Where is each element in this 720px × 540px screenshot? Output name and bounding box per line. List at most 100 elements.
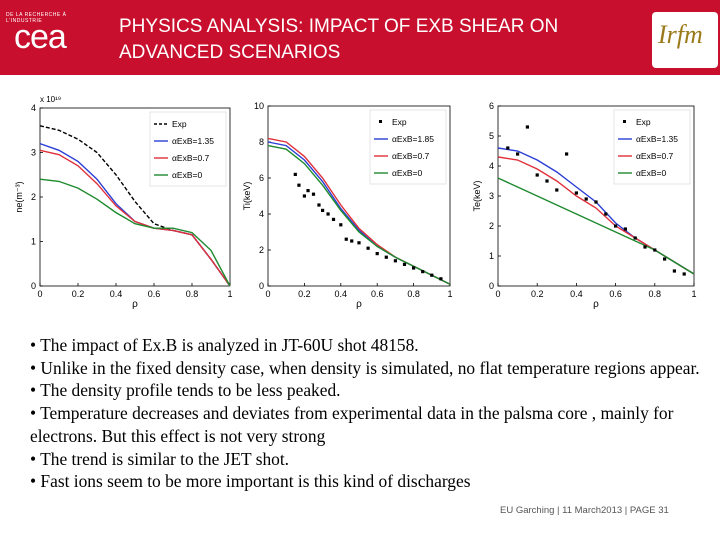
x-axis-label: ρ — [132, 299, 138, 310]
y-tick-label: 2 — [31, 192, 36, 202]
exp-point — [321, 208, 325, 212]
x-tick-label: 0.8 — [186, 289, 199, 299]
series-line — [267, 144, 451, 285]
exp-point — [375, 252, 379, 256]
x-tick-label: 0.4 — [570, 289, 583, 299]
exp-point — [293, 172, 297, 176]
chart-1: 0 0.2 0.4 0.6 0.8 1 0 1 2 3 4 ρ ne(m⁻³) x 10¹⁹ Exp αExB… — [14, 95, 233, 310]
legend-label: Exp — [392, 117, 407, 127]
exp-point — [421, 270, 425, 274]
x-tick-label: 0.4 — [110, 289, 123, 299]
x-tick-label: 0.6 — [371, 289, 384, 299]
exp-point — [643, 245, 647, 249]
legend-label: αExB=1.35 — [172, 136, 214, 146]
exp-point — [525, 125, 529, 129]
exp-point — [297, 183, 301, 187]
y-tick-label: 1 — [489, 251, 494, 261]
exp-point — [430, 273, 434, 277]
bullet-list: • The impact of Ex.B is analyzed in JT-6… — [30, 334, 700, 493]
y-tick-label: 0 — [259, 281, 264, 291]
x-axis-label: ρ — [593, 299, 599, 310]
exp-point — [412, 266, 416, 270]
exp-point — [672, 269, 676, 273]
exp-point — [350, 239, 354, 243]
exp-point — [594, 200, 598, 204]
y-tick-label: 4 — [489, 161, 494, 171]
exp-point — [584, 197, 588, 201]
legend-box — [369, 109, 447, 185]
exp-point — [545, 179, 549, 183]
exp-point — [439, 277, 443, 281]
legend-box — [613, 109, 691, 185]
exp-point — [339, 223, 343, 227]
plot-frame — [267, 105, 451, 287]
legend-label: αExB=0 — [172, 170, 202, 180]
y-tick-label: 1 — [31, 237, 36, 247]
exp-point — [344, 237, 348, 241]
exp-point — [326, 212, 330, 216]
x-tick-label: 0.8 — [649, 289, 662, 299]
x-tick-label: 0.2 — [298, 289, 311, 299]
legend-marker — [379, 120, 382, 123]
y-tick-label: 0 — [489, 281, 494, 291]
y-tick-label: 3 — [31, 148, 36, 158]
y-tick-label: 8 — [259, 137, 264, 147]
y-tick-label: 2 — [259, 245, 264, 255]
y-tick-label: 6 — [489, 101, 494, 111]
y-tick-label: 4 — [31, 103, 36, 113]
bullet-item: • Unlike in the fixed density case, when… — [30, 357, 700, 378]
bullet-item: • The trend is similar to the JET shot. — [30, 448, 290, 469]
bullet-item: • Temperature decreases and deviates fro… — [30, 403, 674, 446]
exp-point — [317, 203, 321, 207]
x-tick-label: 0.8 — [407, 289, 420, 299]
series-line — [39, 149, 231, 287]
x-tick-label: 1 — [691, 289, 696, 299]
y-tick-label: 6 — [259, 173, 264, 183]
irfm-logo-box: Irfm — [652, 12, 718, 68]
x-tick-label: 0.6 — [609, 289, 622, 299]
x-tick-label: 0 — [265, 289, 270, 299]
exp-point — [357, 241, 361, 245]
legend-label: Exp — [636, 117, 651, 127]
y-axis-label: Ti(keV) — [242, 182, 252, 211]
y-axis-label: Te(keV) — [472, 180, 482, 211]
bullet-item: • Fast ions seem to be more important is… — [30, 471, 471, 492]
chart-2: 0 0.2 0.4 0.6 0.8 10246810ρTi(keV)ExpαExB=1.8… — [242, 101, 453, 310]
y-axis-label: ne(m⁻³) — [14, 181, 24, 212]
exp-point — [506, 146, 510, 150]
x-tick-label: 0.6 — [148, 289, 161, 299]
legend-label: αExB=1.85 — [392, 134, 434, 144]
x-tick-label: 1 — [227, 289, 232, 299]
exp-point — [614, 224, 618, 228]
exp-point — [306, 189, 310, 193]
legend-label: Exp — [172, 119, 187, 129]
legend-marker — [623, 120, 626, 123]
y-tick-label: 0 — [31, 281, 36, 291]
irfm-logo: Irfm — [658, 20, 703, 49]
x-tick-label: 0.4 — [335, 289, 348, 299]
exp-point — [682, 272, 686, 276]
x-tick-label: 0.2 — [531, 289, 544, 299]
exp-point — [623, 227, 627, 231]
y-tick-label: 10 — [254, 101, 264, 111]
y-tick-label: 4 — [259, 209, 264, 219]
y-exponent-label: x 10¹⁹ — [40, 95, 61, 104]
x-axis-label: ρ — [356, 299, 362, 310]
bullet-item: • The impact of Ex.B is analyzed in JT-6… — [30, 335, 419, 355]
exp-point — [331, 217, 336, 221]
exp-point — [393, 259, 397, 263]
exp-point — [384, 255, 388, 259]
series-line — [39, 178, 231, 287]
legend-label: αExB=0 — [392, 168, 422, 178]
chart-3: 0 0.2 0.4 0.6 0.8 1 0 1 2 3 4 5 6 ρ Te(keV) Exp αExB=1.3… — [472, 101, 697, 310]
exp-point — [302, 194, 306, 198]
footer: EU Garching | 11 March2013 | PAGE 31 — [500, 505, 669, 516]
exp-point — [574, 191, 578, 195]
exp-point — [653, 248, 657, 252]
bullet-item: • The density profile tends to be less p… — [30, 380, 341, 401]
legend-label: αExB=0.7 — [636, 151, 674, 161]
exp-point — [555, 188, 559, 192]
y-tick-label: 2 — [489, 221, 494, 231]
cea-logo: cea — [14, 18, 67, 56]
legend-label: αExB=1.35 — [636, 134, 678, 144]
